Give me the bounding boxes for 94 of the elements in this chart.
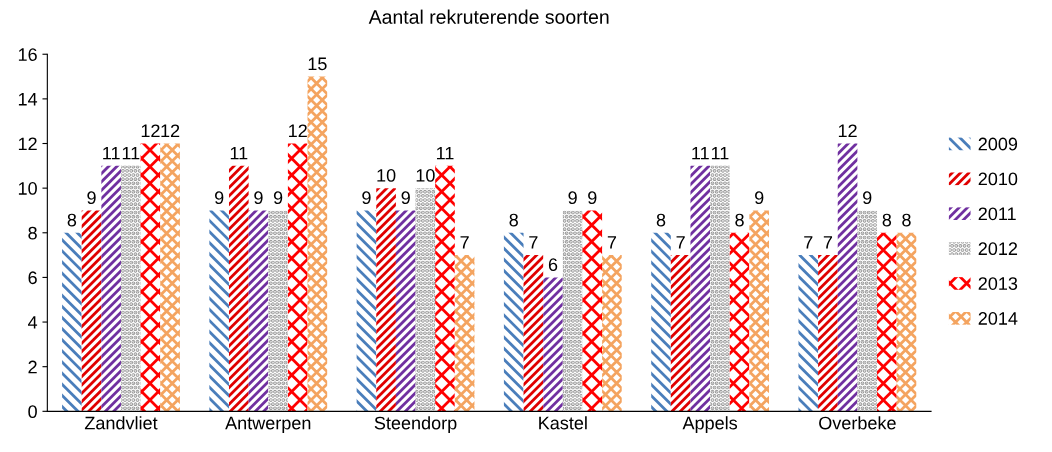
data-label: 8 xyxy=(902,213,911,227)
y-tick-label: 0 xyxy=(28,405,37,419)
data-label: 9 xyxy=(863,191,872,205)
bar xyxy=(435,165,455,412)
bar xyxy=(160,143,180,412)
data-label: 9 xyxy=(588,191,597,205)
y-tick-label: 4 xyxy=(27,316,38,329)
bar xyxy=(543,277,563,412)
bar xyxy=(749,210,770,412)
data-label: 9 xyxy=(87,191,96,205)
data-label: 7 xyxy=(607,236,617,249)
legend-label: 2010 xyxy=(978,172,1018,186)
data-label: 8 xyxy=(67,213,77,227)
bar xyxy=(602,255,622,412)
bar xyxy=(356,210,377,412)
bar xyxy=(228,165,249,412)
legend-label: 2014 xyxy=(978,312,1018,325)
bar xyxy=(120,165,141,412)
bar xyxy=(837,143,858,412)
data-label: 12 xyxy=(161,124,180,137)
legend-label: 2011 xyxy=(978,207,1016,221)
data-label: 12 xyxy=(289,124,307,137)
y-tick-label: 2 xyxy=(28,360,37,374)
bar xyxy=(81,210,102,412)
bar xyxy=(287,143,308,412)
bar xyxy=(896,232,917,412)
data-label: 11 xyxy=(437,146,454,160)
data-label: 7 xyxy=(804,236,813,249)
data-label: 8 xyxy=(735,213,744,227)
data-label: 15 xyxy=(308,57,327,71)
x-tick-label: Antwerpen xyxy=(225,416,311,434)
bar xyxy=(857,210,878,412)
legend-label: 2013 xyxy=(978,277,1018,290)
bar xyxy=(454,255,475,412)
bar xyxy=(415,188,436,412)
data-label: 11 xyxy=(692,146,709,160)
bar xyxy=(523,255,544,412)
data-label: 12 xyxy=(141,124,160,137)
chart-title: Aantal rekruterende soorten xyxy=(368,9,609,24)
data-label: 9 xyxy=(214,191,224,205)
bar xyxy=(62,232,82,412)
data-label: 12 xyxy=(838,124,857,137)
legend-label: 2009 xyxy=(978,137,1018,151)
bar xyxy=(710,165,730,412)
bar xyxy=(140,143,161,412)
bar xyxy=(248,210,269,412)
bar xyxy=(268,210,288,412)
x-tick-label: Overbeke xyxy=(819,416,896,430)
bar xyxy=(395,210,416,412)
bar xyxy=(877,232,897,412)
bar xyxy=(209,210,229,412)
bar xyxy=(818,255,838,412)
data-label: 10 xyxy=(377,169,396,182)
y-tick-label: 10 xyxy=(18,182,37,195)
legend-label: 2012 xyxy=(978,242,1018,256)
bar xyxy=(376,188,396,412)
x-tick-label: Kastel xyxy=(539,416,587,430)
bar xyxy=(670,255,691,412)
x-tick-label: Zandvliet xyxy=(84,416,158,430)
data-label: 8 xyxy=(509,213,518,227)
bar xyxy=(651,232,671,412)
y-tick-label: 12 xyxy=(18,137,37,151)
data-label: 9 xyxy=(273,191,283,205)
data-label: 9 xyxy=(254,191,263,205)
x-tick-label: Appels xyxy=(682,416,738,434)
bar xyxy=(503,232,524,412)
data-label: 11 xyxy=(103,146,120,160)
data-label: 7 xyxy=(529,236,538,249)
data-label: 10 xyxy=(416,169,435,182)
y-tick-label: 6 xyxy=(28,271,37,285)
bar xyxy=(690,165,711,412)
data-label: 9 xyxy=(568,191,577,205)
data-label: 11 xyxy=(122,146,140,160)
bar xyxy=(729,232,750,412)
data-label: 11 xyxy=(230,146,248,160)
y-tick-label: 16 xyxy=(18,48,37,61)
data-label: 7 xyxy=(460,236,469,249)
data-label: 8 xyxy=(882,213,892,227)
data-label: 7 xyxy=(676,236,685,249)
bar xyxy=(798,255,819,412)
data-label: 7 xyxy=(823,236,833,249)
y-tick-label: 8 xyxy=(28,226,37,240)
data-label: 11 xyxy=(711,146,729,160)
data-label: 9 xyxy=(755,191,764,205)
bar xyxy=(101,165,121,412)
data-label: 9 xyxy=(401,191,410,205)
bar xyxy=(582,210,603,412)
data-label: 8 xyxy=(656,213,666,227)
x-tick-label: Steendorp xyxy=(374,416,457,434)
y-tick-label: 14 xyxy=(18,93,38,106)
data-label: 6 xyxy=(548,258,558,272)
bar xyxy=(562,210,583,412)
data-label: 9 xyxy=(362,191,371,205)
bar xyxy=(307,76,328,412)
